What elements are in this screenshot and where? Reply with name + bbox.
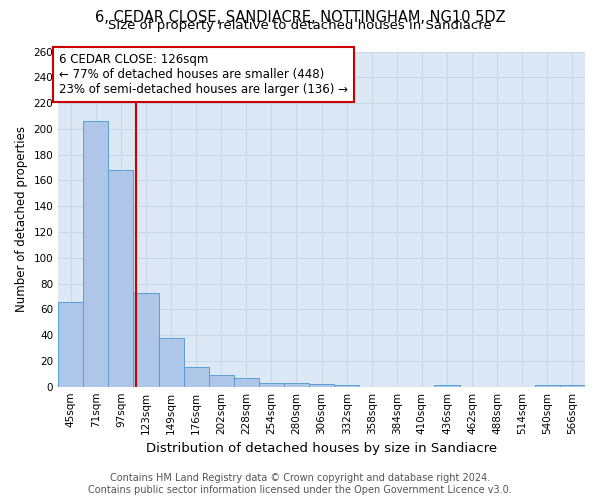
Bar	[133, 292, 158, 386]
Bar	[234, 378, 259, 386]
X-axis label: Distribution of detached houses by size in Sandiacre: Distribution of detached houses by size …	[146, 442, 497, 455]
Text: 6, CEDAR CLOSE, SANDIACRE, NOTTINGHAM, NG10 5DZ: 6, CEDAR CLOSE, SANDIACRE, NOTTINGHAM, N…	[95, 10, 505, 25]
Bar	[158, 338, 184, 386]
Bar	[209, 375, 234, 386]
Bar	[83, 121, 109, 386]
Bar	[184, 368, 209, 386]
Text: 6 CEDAR CLOSE: 126sqm
← 77% of detached houses are smaller (448)
23% of semi-det: 6 CEDAR CLOSE: 126sqm ← 77% of detached …	[59, 53, 347, 96]
Y-axis label: Number of detached properties: Number of detached properties	[15, 126, 28, 312]
Bar	[284, 383, 309, 386]
Bar	[109, 170, 133, 386]
Bar	[309, 384, 334, 386]
Bar	[58, 302, 83, 386]
Text: Contains HM Land Registry data © Crown copyright and database right 2024.
Contai: Contains HM Land Registry data © Crown c…	[88, 474, 512, 495]
Text: Size of property relative to detached houses in Sandiacre: Size of property relative to detached ho…	[108, 19, 492, 32]
Bar	[259, 383, 284, 386]
